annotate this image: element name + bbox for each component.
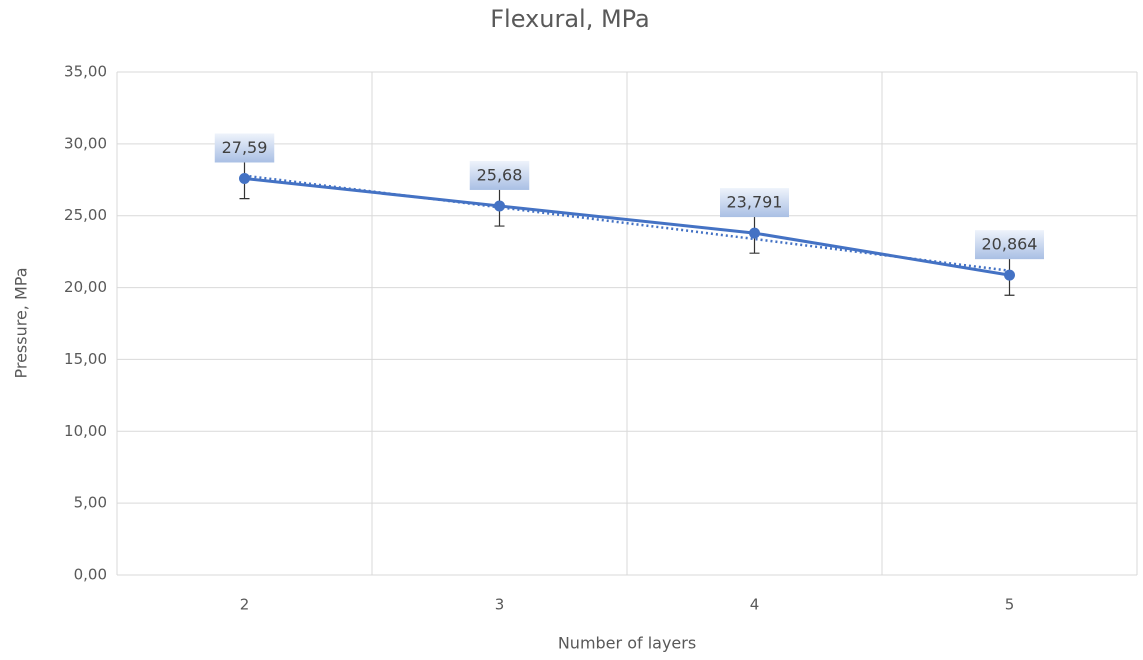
y-tick-label: 10,00 xyxy=(64,422,107,440)
y-tick-label: 0,00 xyxy=(74,566,107,584)
x-tick-label: 4 xyxy=(750,596,760,614)
data-label: 20,864 xyxy=(982,235,1038,254)
y-tick-label: 20,00 xyxy=(64,278,107,296)
data-point xyxy=(239,172,250,184)
x-tick-label: 2 xyxy=(240,596,250,614)
data-label: 27,59 xyxy=(222,138,268,157)
chart-title: Flexural, MPa xyxy=(490,5,650,33)
data-label-box xyxy=(720,188,789,218)
trendline xyxy=(244,174,1010,272)
series-line xyxy=(244,177,1010,277)
y-tick-label: 25,00 xyxy=(64,206,107,224)
y-tick-label: 30,00 xyxy=(64,134,107,152)
data-label-box xyxy=(975,230,1044,260)
data-label-box xyxy=(469,160,530,190)
y-tick-label: 15,00 xyxy=(64,350,107,368)
data-label-box xyxy=(214,133,275,163)
data-point xyxy=(749,227,760,239)
y-axis-label: Pressure, MPa xyxy=(12,267,31,378)
y-tick-label: 5,00 xyxy=(74,494,107,512)
x-tick-label: 3 xyxy=(495,596,505,614)
data-label: 23,791 xyxy=(727,193,783,212)
x-tick-label: 5 xyxy=(1005,596,1015,614)
data-point xyxy=(494,200,505,212)
data-label: 25,68 xyxy=(477,165,523,184)
x-axis-label: Number of layers xyxy=(558,634,696,653)
data-point xyxy=(1004,269,1015,281)
y-tick-label: 35,00 xyxy=(64,63,107,81)
